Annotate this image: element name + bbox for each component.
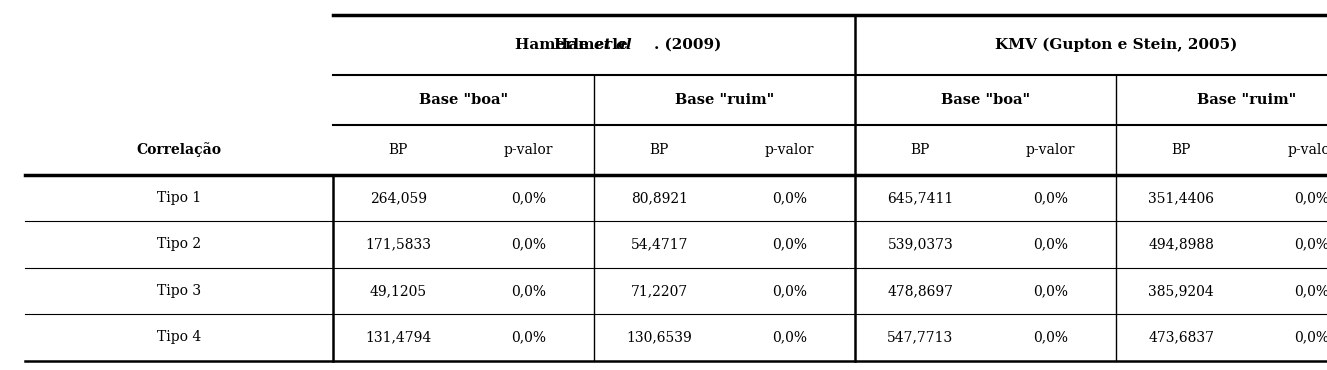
Text: 0,0%: 0,0% xyxy=(511,191,547,205)
Text: p-valor: p-valor xyxy=(1287,143,1327,157)
Text: 0,0%: 0,0% xyxy=(511,284,547,298)
Text: 0,0%: 0,0% xyxy=(1034,238,1068,252)
Text: BP: BP xyxy=(910,143,930,157)
Text: 494,8988: 494,8988 xyxy=(1148,238,1214,252)
Text: 478,8697: 478,8697 xyxy=(888,284,953,298)
Text: 80,8921: 80,8921 xyxy=(630,191,687,205)
Text: . (2009): . (2009) xyxy=(654,38,721,52)
Text: Base "ruim": Base "ruim" xyxy=(1197,93,1296,107)
Text: 0,0%: 0,0% xyxy=(1034,330,1068,344)
Text: KMV (Gupton e Stein, 2005): KMV (Gupton e Stein, 2005) xyxy=(995,38,1237,52)
Text: 0,0%: 0,0% xyxy=(511,238,547,252)
Text: BP: BP xyxy=(649,143,669,157)
Text: Base "boa": Base "boa" xyxy=(941,93,1030,107)
Text: p-valor: p-valor xyxy=(764,143,815,157)
Text: 130,6539: 130,6539 xyxy=(626,330,693,344)
Text: 473,6837: 473,6837 xyxy=(1148,330,1214,344)
Text: 0,0%: 0,0% xyxy=(772,191,807,205)
Text: Tipo 1: Tipo 1 xyxy=(157,191,202,205)
Text: 0,0%: 0,0% xyxy=(1294,238,1327,252)
Text: Base "ruim": Base "ruim" xyxy=(675,93,774,107)
Text: Tipo 4: Tipo 4 xyxy=(157,330,202,344)
Text: Tipo 2: Tipo 2 xyxy=(157,238,202,252)
Text: Base "boa": Base "boa" xyxy=(419,93,508,107)
Text: 547,7713: 547,7713 xyxy=(888,330,953,344)
Text: 49,1205: 49,1205 xyxy=(369,284,427,298)
Text: 71,2207: 71,2207 xyxy=(630,284,687,298)
Text: 539,0373: 539,0373 xyxy=(888,238,953,252)
Text: Hamerle: Hamerle xyxy=(515,38,594,52)
Text: 0,0%: 0,0% xyxy=(1034,191,1068,205)
Text: 0,0%: 0,0% xyxy=(772,238,807,252)
Text: 264,059: 264,059 xyxy=(370,191,426,205)
Text: p-valor: p-valor xyxy=(1026,143,1076,157)
Text: 351,4406: 351,4406 xyxy=(1148,191,1214,205)
Text: p-valor: p-valor xyxy=(504,143,553,157)
Text: BP: BP xyxy=(389,143,407,157)
Text: 385,9204: 385,9204 xyxy=(1148,284,1214,298)
Text: 645,7411: 645,7411 xyxy=(888,191,953,205)
Text: 0,0%: 0,0% xyxy=(772,284,807,298)
Text: BP: BP xyxy=(1172,143,1192,157)
Text: et al: et al xyxy=(594,38,632,52)
Text: 0,0%: 0,0% xyxy=(1294,330,1327,344)
Text: 0,0%: 0,0% xyxy=(1294,284,1327,298)
Text: 131,4794: 131,4794 xyxy=(365,330,431,344)
Text: 0,0%: 0,0% xyxy=(1294,191,1327,205)
Text: 0,0%: 0,0% xyxy=(1034,284,1068,298)
Text: Correlação: Correlação xyxy=(137,142,222,157)
Text: 171,5833: 171,5833 xyxy=(365,238,431,252)
Text: 0,0%: 0,0% xyxy=(511,330,547,344)
Text: Tipo 3: Tipo 3 xyxy=(157,284,202,298)
Text: Hamerle: Hamerle xyxy=(555,38,633,52)
Text: 0,0%: 0,0% xyxy=(772,330,807,344)
Text: 54,4717: 54,4717 xyxy=(630,238,687,252)
